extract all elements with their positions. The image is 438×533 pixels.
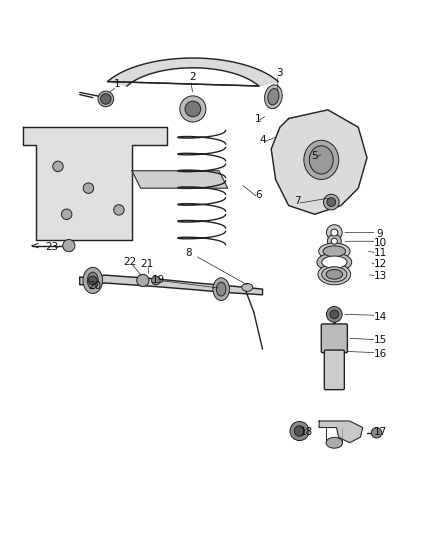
Polygon shape [319, 421, 363, 443]
Circle shape [327, 235, 341, 248]
Text: 9: 9 [377, 229, 383, 239]
Circle shape [88, 276, 97, 285]
Circle shape [371, 427, 382, 438]
Text: 1: 1 [255, 114, 261, 124]
Circle shape [323, 194, 339, 210]
Circle shape [114, 205, 124, 215]
Text: 15: 15 [374, 335, 387, 345]
Ellipse shape [323, 246, 346, 257]
Text: 4: 4 [259, 135, 266, 146]
Ellipse shape [213, 278, 230, 301]
Polygon shape [23, 127, 167, 240]
Text: 6: 6 [255, 190, 261, 200]
FancyBboxPatch shape [324, 350, 344, 390]
Text: 2: 2 [190, 72, 196, 82]
Text: 23: 23 [45, 242, 58, 252]
Ellipse shape [318, 264, 351, 285]
Text: 13: 13 [374, 271, 387, 281]
Circle shape [326, 306, 342, 322]
Text: 10: 10 [374, 238, 387, 247]
Circle shape [137, 274, 149, 287]
Text: 20: 20 [88, 281, 102, 291]
Circle shape [326, 225, 342, 240]
Polygon shape [108, 58, 278, 86]
Polygon shape [271, 110, 367, 214]
Ellipse shape [87, 272, 98, 289]
Text: 7: 7 [294, 196, 300, 206]
Ellipse shape [326, 437, 343, 448]
Circle shape [185, 101, 201, 117]
Text: 12: 12 [374, 260, 387, 269]
Text: 21: 21 [141, 260, 154, 269]
Circle shape [327, 198, 336, 206]
Circle shape [98, 91, 114, 107]
Circle shape [294, 426, 305, 436]
Ellipse shape [309, 146, 333, 174]
Text: 22: 22 [123, 257, 136, 267]
Circle shape [331, 229, 338, 236]
Circle shape [330, 310, 339, 319]
Ellipse shape [216, 282, 226, 296]
Circle shape [180, 96, 206, 122]
Text: 11: 11 [374, 248, 387, 259]
Polygon shape [132, 171, 228, 188]
Text: 1: 1 [113, 79, 120, 88]
Circle shape [61, 209, 72, 220]
Circle shape [101, 94, 111, 104]
Text: 19: 19 [152, 274, 165, 285]
Circle shape [290, 422, 309, 441]
Circle shape [53, 161, 63, 172]
Ellipse shape [83, 268, 102, 294]
Text: 8: 8 [185, 248, 192, 259]
Ellipse shape [322, 266, 347, 282]
Text: 3: 3 [277, 68, 283, 78]
Ellipse shape [242, 284, 253, 292]
Text: 18: 18 [300, 427, 313, 437]
Polygon shape [80, 275, 262, 295]
Ellipse shape [317, 253, 352, 271]
Text: 5: 5 [311, 150, 318, 160]
FancyBboxPatch shape [321, 324, 347, 353]
Ellipse shape [322, 256, 347, 268]
Ellipse shape [304, 140, 339, 180]
Ellipse shape [268, 88, 279, 105]
Circle shape [331, 238, 337, 244]
Ellipse shape [326, 270, 343, 279]
Ellipse shape [265, 85, 282, 109]
Circle shape [63, 239, 75, 252]
Text: 16: 16 [374, 349, 387, 359]
Text: 14: 14 [374, 312, 387, 321]
Circle shape [83, 183, 94, 193]
Ellipse shape [319, 243, 350, 260]
Circle shape [152, 276, 160, 285]
Text: 17: 17 [374, 427, 387, 437]
